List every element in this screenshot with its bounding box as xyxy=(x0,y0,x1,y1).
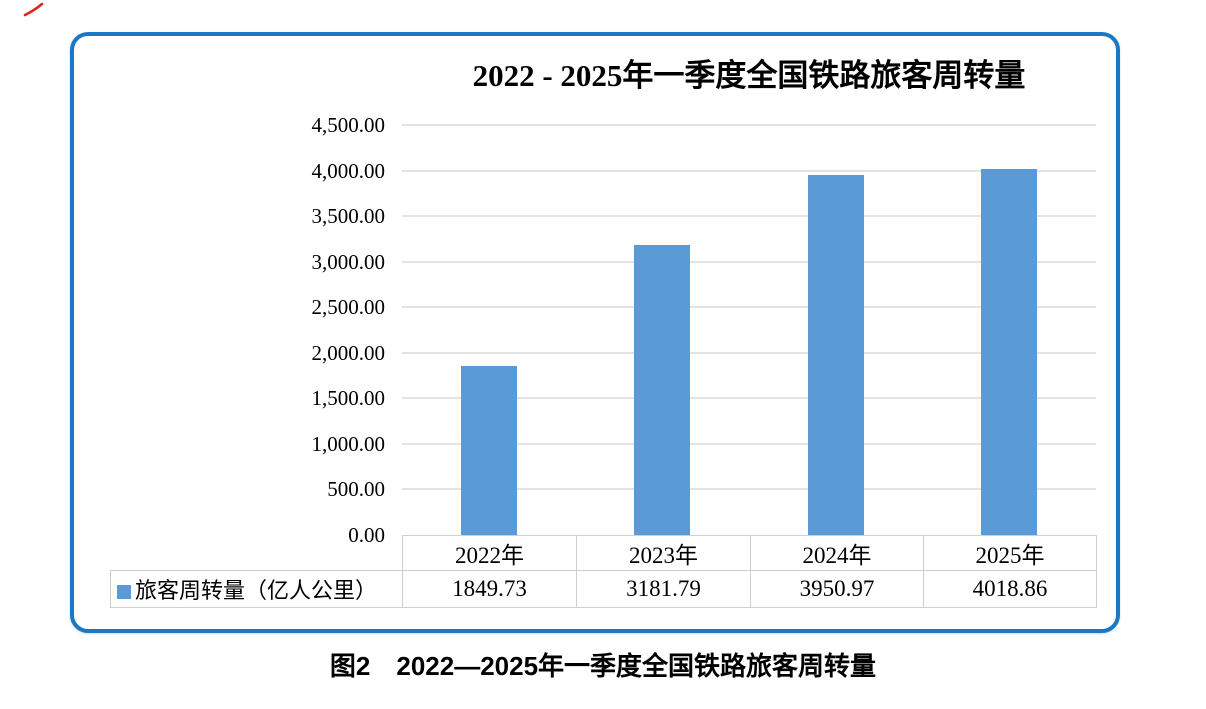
gridline xyxy=(402,442,1096,445)
bar-2025年 xyxy=(981,168,1038,535)
y-tick-label: 500.00 xyxy=(327,477,385,502)
legend-swatch-icon xyxy=(117,585,131,599)
y-tick-label: 4,500.00 xyxy=(311,113,386,137)
blank-cell xyxy=(111,536,403,571)
gridline xyxy=(402,351,1096,354)
figure-caption: 图2 2022—2025年一季度全国铁路旅客周转量 xyxy=(329,651,877,681)
category-cell: 2025年 xyxy=(923,535,1097,571)
y-tick-label: 3,500.00 xyxy=(311,204,386,229)
value-cell: 1849.73 xyxy=(402,570,577,608)
gridline xyxy=(402,260,1096,263)
data-table: 2022年 2023年 2024年 2025年 旅客周转量（亿人公里） 1849.73… xyxy=(110,535,1097,608)
y-tick-label: 2,500.00 xyxy=(311,295,386,320)
gridline xyxy=(402,397,1096,400)
y-tick-label: 2,000.00 xyxy=(311,340,386,365)
y-tick-label: 0.00 xyxy=(348,523,385,547)
gridline xyxy=(402,488,1096,491)
legend-label: 旅客周转量（亿人公里） xyxy=(135,578,378,603)
red-pen-annotation-mark xyxy=(23,2,44,17)
bar-2022年 xyxy=(460,366,517,535)
category-row: 2022年 2023年 2024年 2025年 xyxy=(111,535,1097,571)
chart-frame xyxy=(70,32,1120,633)
category-cell: 2024年 xyxy=(750,535,924,571)
value-cell: 4018.86 xyxy=(923,570,1097,608)
chart-title: 2022 - 2025年一季度全国铁路旅客周转量 xyxy=(472,58,1026,93)
value-cell: 3181.79 xyxy=(576,570,751,608)
y-tick-label: 4,000.00 xyxy=(311,158,386,183)
gridline xyxy=(402,215,1096,218)
gridline xyxy=(402,124,1096,126)
y-tick-label: 3,000.00 xyxy=(311,249,386,274)
value-cell: 3950.97 xyxy=(750,570,924,608)
gridline xyxy=(402,306,1096,309)
category-cell: 2022年 xyxy=(402,535,577,571)
bar-2024年 xyxy=(807,175,864,535)
y-axis-tick-labels: 0.00 500.00 1,000.00 1,500.00 2,000.00 2,500.… xyxy=(240,114,386,546)
plot-area xyxy=(402,124,1096,535)
value-row: 旅客周转量（亿人公里） 1849.73 3181.79 3950.97 4018.86 xyxy=(110,570,1097,608)
gridline xyxy=(402,169,1096,172)
bar-2023年 xyxy=(634,245,691,535)
legend-cell: 旅客周转量（亿人公里） xyxy=(110,570,403,608)
category-cell: 2023年 xyxy=(576,535,751,571)
y-tick-label: 1,000.00 xyxy=(311,431,386,456)
y-tick-label: 1,500.00 xyxy=(311,386,386,411)
